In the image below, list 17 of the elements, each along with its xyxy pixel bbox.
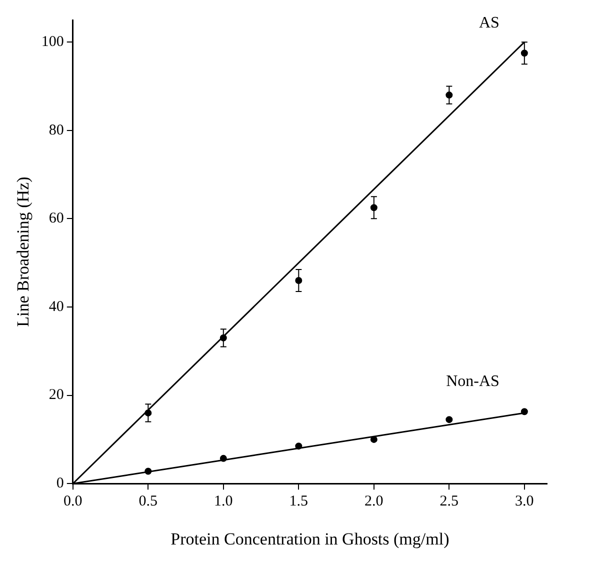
y-tick-label: 0 <box>56 476 64 492</box>
x-axis-title: Protein Concentration in Ghosts (mg/ml) <box>170 529 450 548</box>
series-label: AS <box>478 14 500 32</box>
x-tick-label: 1.5 <box>289 494 308 510</box>
x-tick-label: 2.0 <box>364 494 384 510</box>
x-tick-label: 2.5 <box>440 494 459 510</box>
y-tick-label: 80 <box>48 122 64 138</box>
y-tick-label: 100 <box>41 34 64 50</box>
series-label: Non-AS <box>446 372 500 390</box>
x-tick-label: 1.0 <box>214 494 233 510</box>
y-tick-label: 20 <box>48 387 64 404</box>
x-tick-label: 0.5 <box>138 494 158 510</box>
y-tick-label: 40 <box>48 298 64 315</box>
x-tick-label: 0.0 <box>64 494 82 510</box>
y-tick-label: 60 <box>48 210 64 227</box>
x-tick-label: 3.0 <box>515 494 534 510</box>
y-axis-title: Line Broadening (Hz) <box>14 176 33 327</box>
